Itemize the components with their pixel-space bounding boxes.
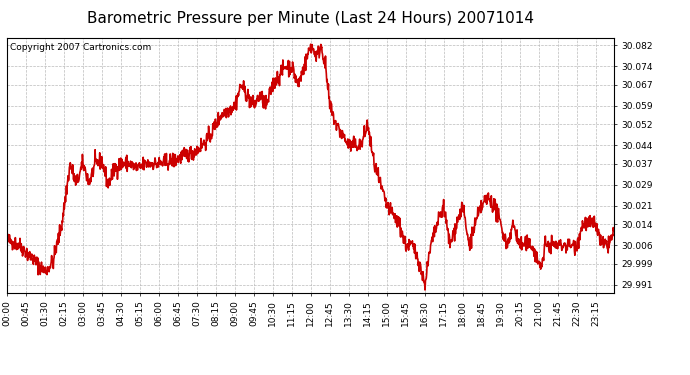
Text: Barometric Pressure per Minute (Last 24 Hours) 20071014: Barometric Pressure per Minute (Last 24 … — [87, 11, 534, 26]
Text: Copyright 2007 Cartronics.com: Copyright 2007 Cartronics.com — [10, 43, 151, 52]
